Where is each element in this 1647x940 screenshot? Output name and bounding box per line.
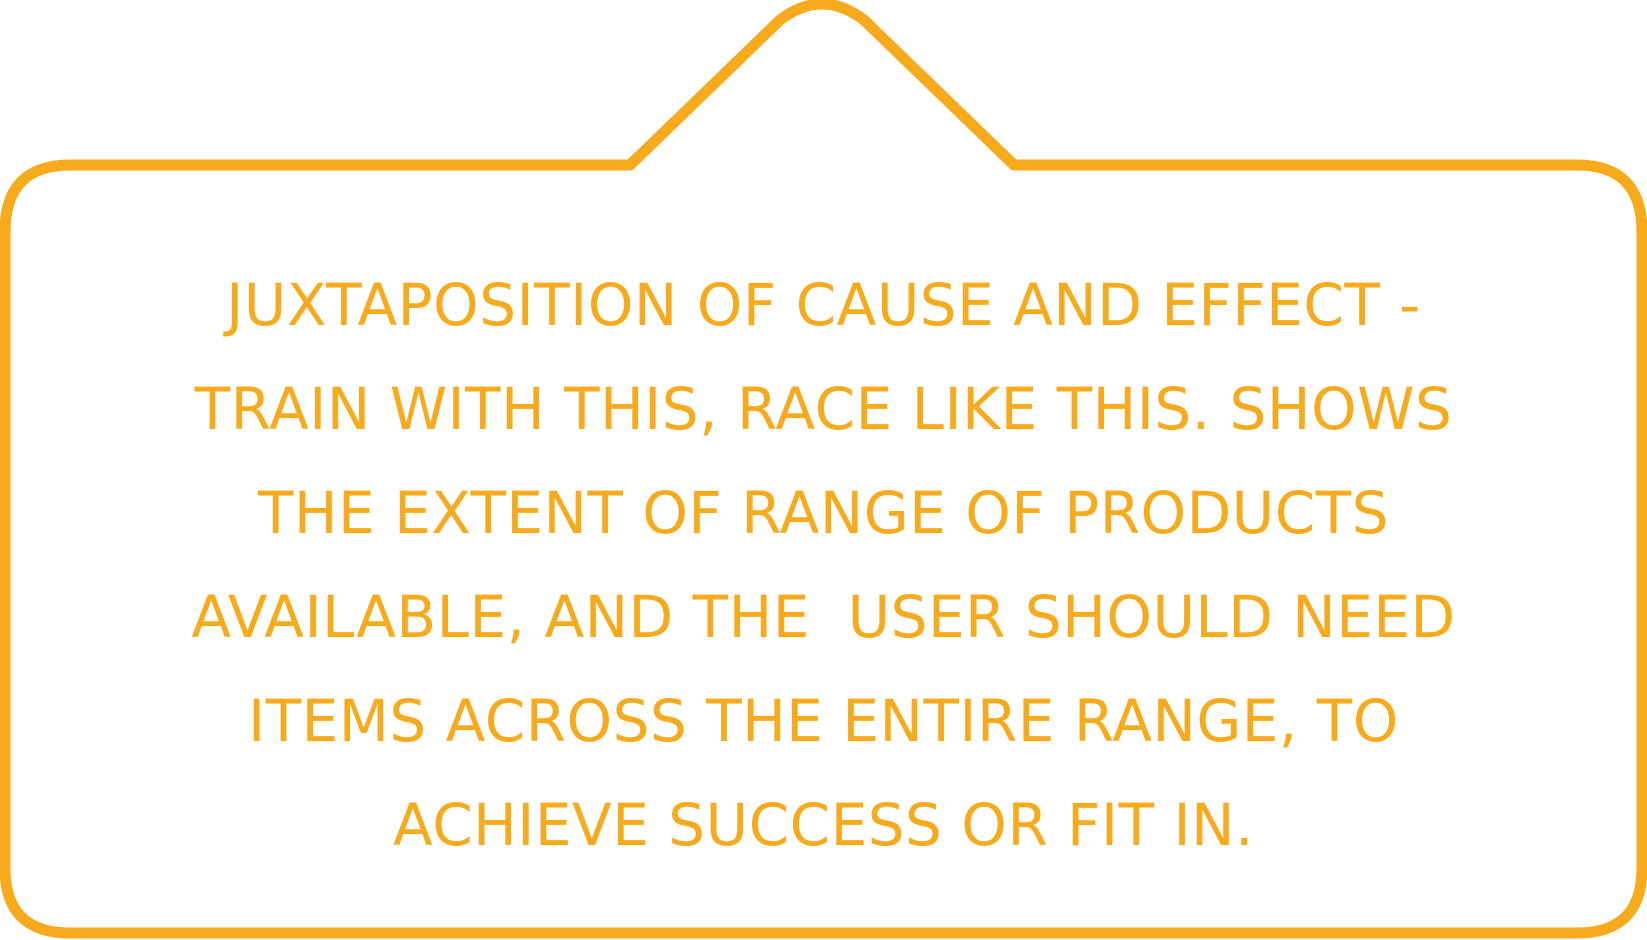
callout-text: JUXTAPOSITION OF CAUSE AND EFFECT - TRAI…	[40, 253, 1607, 877]
callout-line-3: THE EXTENT OF RANGE OF PRODUCTS	[257, 479, 1390, 547]
callout-line-2: TRAIN WITH THIS, RACE LIKE THIS. SHOWS	[194, 375, 1453, 443]
callout-line-5: ITEMS ACROSS THE ENTIRE RANGE, TO	[248, 687, 1399, 755]
callout-line-6: ACHIEVE SUCCESS OR FIT IN.	[393, 791, 1254, 859]
callout-line-4: AVAILABLE, AND THE USER SHOULD NEED	[191, 583, 1456, 651]
callout-line-1: JUXTAPOSITION OF CAUSE AND EFFECT -	[226, 271, 1421, 339]
